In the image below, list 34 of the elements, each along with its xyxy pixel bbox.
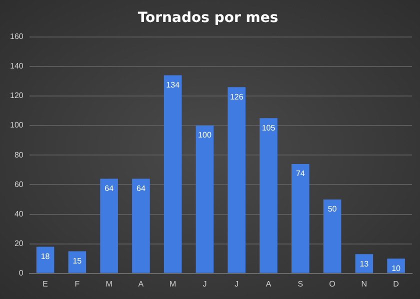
data-label: 64 — [136, 184, 146, 193]
y-tick-label: 40 — [14, 209, 24, 218]
data-label: 15 — [72, 256, 82, 266]
x-tick-label: A — [266, 279, 272, 288]
x-tick-label: D — [393, 279, 400, 288]
y-tick-label: 100 — [10, 120, 24, 130]
data-label: 126 — [230, 92, 244, 102]
x-tick-label: N — [361, 279, 368, 288]
y-tick-label: 80 — [14, 150, 24, 160]
data-label: 13 — [360, 259, 370, 268]
data-label: 105 — [262, 123, 276, 132]
y-tick-label: 140 — [10, 62, 24, 71]
data-label: 74 — [296, 169, 306, 178]
data-label: 64 — [104, 184, 114, 193]
x-tick-label: E — [42, 279, 48, 288]
data-label: 134 — [166, 80, 180, 90]
x-tick-label: S — [298, 279, 304, 288]
data-label: 10 — [392, 264, 402, 273]
x-tick-label: M — [170, 279, 177, 288]
y-tick-label: 160 — [10, 32, 24, 42]
y-tick-label: 0 — [18, 268, 24, 278]
x-tick-label: F — [74, 279, 80, 288]
x-tick-label: J — [234, 279, 239, 288]
chart-title: Tornados por mes — [138, 10, 278, 26]
x-tick-label: J — [202, 279, 207, 288]
data-label: 50 — [328, 204, 338, 214]
y-tick-label: 120 — [10, 91, 24, 100]
y-tick-label: 60 — [14, 180, 24, 189]
x-tick-label: A — [138, 279, 144, 288]
x-tick-label: O — [329, 279, 336, 288]
data-label: 100 — [198, 130, 212, 140]
y-tick-label: 20 — [14, 239, 24, 248]
x-tick-label: M — [106, 279, 113, 288]
data-label: 18 — [40, 252, 50, 261]
